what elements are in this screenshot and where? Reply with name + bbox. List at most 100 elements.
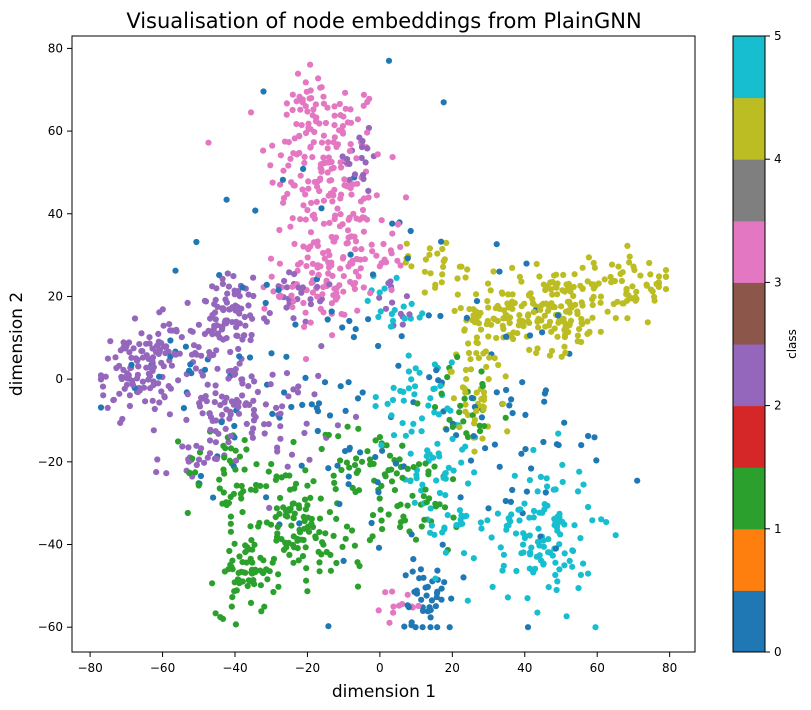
data-point: [309, 154, 316, 161]
data-point: [376, 495, 383, 502]
data-point: [543, 475, 550, 482]
data-point: [438, 596, 445, 603]
data-point: [530, 514, 537, 521]
data-point: [198, 394, 205, 401]
data-point: [204, 381, 211, 388]
data-point: [97, 375, 105, 383]
data-point: [585, 432, 592, 440]
data-point: [238, 482, 245, 490]
data-point: [257, 554, 264, 561]
data-point: [352, 488, 359, 496]
data-point: [530, 569, 537, 576]
data-point: [313, 404, 320, 412]
data-point: [404, 255, 411, 262]
data-point: [324, 316, 331, 323]
data-point: [497, 544, 504, 551]
data-point: [212, 316, 219, 323]
data-point: [320, 197, 327, 204]
data-point: [426, 374, 433, 381]
data-point: [154, 456, 161, 463]
data-point: [244, 544, 251, 551]
data-point: [294, 389, 302, 396]
data-point: [541, 506, 548, 513]
data-point: [438, 238, 445, 245]
data-point: [339, 153, 346, 160]
data-point: [519, 320, 526, 327]
data-point: [492, 305, 499, 312]
data-point: [217, 614, 224, 621]
data-point: [192, 365, 199, 372]
data-point: [290, 315, 297, 322]
data-point: [522, 533, 529, 540]
data-point: [385, 511, 392, 518]
y-tick-label: 0: [55, 372, 63, 386]
data-point: [344, 156, 351, 163]
data-point: [348, 191, 355, 198]
colorbar-segment: [733, 528, 765, 591]
data-point: [365, 316, 372, 323]
data-point: [290, 559, 297, 566]
data-point: [392, 460, 399, 467]
data-point: [363, 216, 371, 223]
data-point: [360, 228, 367, 235]
data-point: [223, 335, 230, 342]
data-point: [329, 198, 336, 205]
data-point: [97, 404, 105, 411]
data-point: [662, 273, 670, 280]
data-point: [267, 381, 274, 388]
data-point: [376, 294, 383, 301]
data-point: [269, 179, 276, 186]
data-point: [223, 394, 230, 401]
colorbar-frame: [732, 35, 766, 653]
data-point: [318, 296, 325, 303]
data-point: [552, 545, 560, 552]
data-point: [554, 527, 561, 534]
data-point: [264, 576, 271, 583]
data-point: [418, 523, 425, 530]
data-point: [508, 264, 516, 271]
data-point: [411, 588, 418, 596]
data-point: [242, 549, 249, 556]
data-point: [312, 101, 319, 108]
data-point: [493, 389, 500, 396]
data-point: [566, 557, 573, 565]
data-point: [150, 364, 157, 371]
data-point: [126, 402, 133, 410]
data-point: [324, 145, 331, 152]
data-point: [251, 541, 258, 548]
data-point: [426, 251, 433, 258]
data-point: [360, 171, 367, 179]
data-point: [301, 496, 309, 503]
data-point: [414, 400, 421, 407]
data-point: [538, 317, 545, 324]
data-point: [275, 571, 282, 578]
data-point: [247, 109, 255, 116]
data-point: [541, 398, 548, 405]
data-point: [163, 470, 170, 477]
data-point: [320, 132, 327, 139]
data-point: [330, 532, 337, 540]
data-point: [288, 522, 295, 529]
data-point: [395, 362, 402, 369]
data-point: [552, 559, 559, 566]
data-point: [389, 299, 396, 306]
data-point: [432, 281, 439, 288]
data-point: [269, 410, 276, 417]
data-point: [236, 453, 243, 460]
colorbar-segment: [733, 36, 765, 99]
data-point: [500, 315, 507, 322]
data-point: [329, 272, 336, 279]
data-point: [456, 507, 463, 514]
data-point: [482, 348, 489, 355]
data-point: [449, 435, 456, 443]
data-point: [239, 559, 246, 566]
data-point: [209, 580, 216, 587]
data-point: [337, 195, 344, 202]
data-point: [338, 466, 345, 474]
data-point: [143, 364, 150, 371]
data-point: [403, 240, 410, 247]
data-point: [491, 355, 498, 362]
data-point: [243, 446, 250, 453]
data-point: [440, 263, 447, 270]
colorbar-segment: [733, 159, 765, 222]
